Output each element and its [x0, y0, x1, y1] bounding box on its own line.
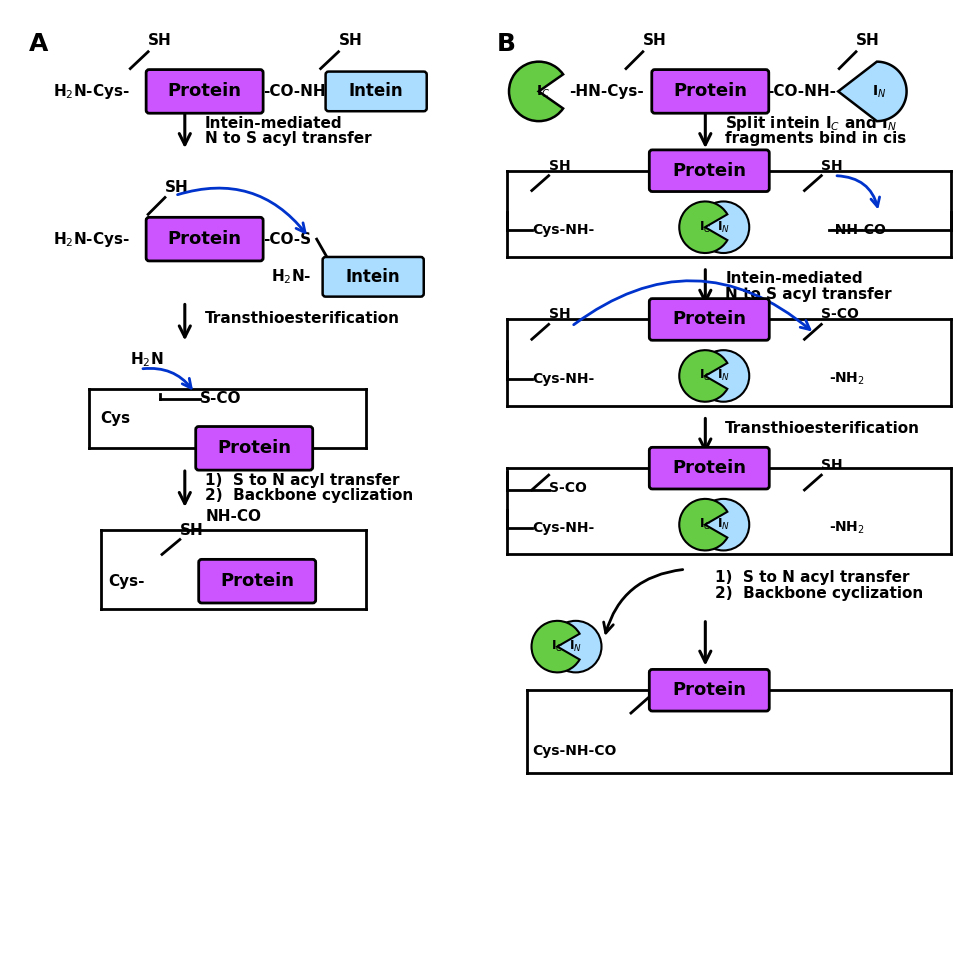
Text: Protein: Protein [672, 161, 747, 180]
Text: I$_N$: I$_N$ [871, 84, 886, 99]
Text: B: B [497, 32, 516, 56]
Text: Protein: Protein [168, 230, 242, 248]
Wedge shape [531, 621, 579, 673]
Text: A: A [29, 32, 49, 56]
Text: Intein-mediated: Intein-mediated [205, 116, 342, 130]
PathPatch shape [838, 61, 906, 122]
Text: -CO-NH-: -CO-NH- [766, 84, 836, 99]
Text: Cys-NH-: Cys-NH- [532, 372, 594, 386]
Text: Intein-mediated: Intein-mediated [725, 271, 862, 287]
Text: H$_2$N-: H$_2$N- [271, 267, 312, 286]
Text: 2)  Backbone cyclization: 2) Backbone cyclization [205, 488, 413, 503]
Text: -NH-CO: -NH-CO [829, 224, 886, 237]
Text: H$_2$N-Cys-: H$_2$N-Cys- [53, 229, 130, 249]
Text: N to S acyl transfer: N to S acyl transfer [205, 131, 371, 147]
Text: SH: SH [549, 307, 570, 322]
FancyBboxPatch shape [650, 150, 769, 191]
FancyBboxPatch shape [650, 447, 769, 489]
Text: N to S acyl transfer: N to S acyl transfer [725, 287, 892, 302]
Text: SH: SH [648, 682, 669, 696]
Text: 1)  S to N acyl transfer: 1) S to N acyl transfer [715, 570, 909, 585]
Text: I$_N$: I$_N$ [717, 220, 730, 235]
FancyBboxPatch shape [146, 70, 264, 113]
Text: I$_C$: I$_C$ [699, 517, 711, 533]
Text: Intein: Intein [346, 268, 401, 286]
Text: Intein: Intein [349, 83, 404, 100]
Wedge shape [679, 499, 727, 550]
Wedge shape [509, 61, 564, 122]
Text: Protein: Protein [218, 439, 291, 457]
Text: SH: SH [148, 33, 171, 48]
Text: -CO-S: -CO-S [264, 231, 312, 247]
Circle shape [550, 621, 602, 673]
FancyBboxPatch shape [199, 559, 316, 603]
Text: Transthioesterification: Transthioesterification [205, 311, 400, 326]
Text: Protein: Protein [672, 310, 747, 329]
Text: -NH$_2$: -NH$_2$ [829, 519, 865, 536]
FancyBboxPatch shape [652, 70, 768, 113]
Wedge shape [679, 201, 727, 253]
Text: SH: SH [821, 158, 843, 173]
Wedge shape [679, 350, 727, 401]
Circle shape [698, 499, 750, 550]
Text: Cys-: Cys- [109, 573, 145, 589]
Text: SH: SH [821, 458, 843, 472]
Text: I$_N$: I$_N$ [569, 639, 582, 654]
Text: I$_C$: I$_C$ [551, 639, 564, 654]
Text: Split intein I$_C$ and I$_N$: Split intein I$_C$ and I$_N$ [725, 114, 897, 132]
Text: -NH$_2$: -NH$_2$ [829, 370, 865, 387]
Text: S-CO: S-CO [200, 392, 241, 406]
Text: Protein: Protein [220, 573, 294, 590]
Text: 1)  S to N acyl transfer: 1) S to N acyl transfer [205, 472, 399, 488]
Text: -HN-Cys-: -HN-Cys- [569, 84, 644, 99]
Text: SH: SH [165, 180, 189, 194]
Text: I$_N$: I$_N$ [717, 368, 730, 384]
Text: I$_N$: I$_N$ [717, 517, 730, 533]
Text: Cys: Cys [101, 411, 130, 426]
FancyBboxPatch shape [650, 298, 769, 340]
Text: fragments bind in cis: fragments bind in cis [725, 131, 907, 147]
Text: Protein: Protein [168, 83, 242, 100]
Text: SH: SH [180, 523, 204, 538]
Text: NH-CO: NH-CO [206, 508, 262, 524]
Text: S-CO: S-CO [821, 307, 859, 322]
FancyBboxPatch shape [322, 257, 423, 296]
FancyBboxPatch shape [196, 427, 313, 470]
FancyBboxPatch shape [325, 72, 426, 111]
Text: SH: SH [338, 33, 363, 48]
Text: SH: SH [643, 33, 666, 48]
Text: H$_2$N: H$_2$N [130, 350, 164, 369]
Text: Protein: Protein [673, 83, 748, 100]
Text: -CO-NH-: -CO-NH- [264, 84, 332, 99]
Text: Cys-NH-: Cys-NH- [532, 224, 594, 237]
Text: I$_C$: I$_C$ [699, 368, 711, 384]
Text: 2)  Backbone cyclization: 2) Backbone cyclization [715, 585, 923, 601]
Text: Protein: Protein [672, 459, 747, 477]
Text: Cys-NH-: Cys-NH- [532, 521, 594, 535]
Text: S-CO: S-CO [549, 481, 587, 495]
Text: Transthioesterification: Transthioesterification [725, 421, 920, 436]
Text: H$_2$N-Cys-: H$_2$N-Cys- [53, 82, 130, 101]
Text: I$_C$: I$_C$ [536, 84, 550, 99]
Circle shape [698, 350, 750, 401]
Text: I$_C$: I$_C$ [699, 220, 711, 235]
Text: SH: SH [856, 33, 880, 48]
Circle shape [698, 201, 750, 253]
Text: Protein: Protein [672, 681, 747, 699]
FancyBboxPatch shape [650, 670, 769, 712]
Text: SH: SH [549, 158, 570, 173]
Text: Cys-NH-CO: Cys-NH-CO [532, 744, 616, 758]
FancyBboxPatch shape [146, 218, 264, 260]
